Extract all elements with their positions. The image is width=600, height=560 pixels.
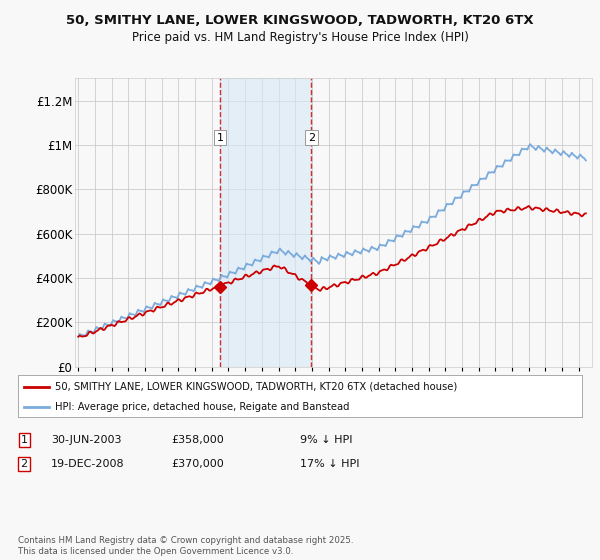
Text: Contains HM Land Registry data © Crown copyright and database right 2025.
This d: Contains HM Land Registry data © Crown c… xyxy=(18,536,353,556)
Text: 2: 2 xyxy=(20,459,28,469)
Text: 2: 2 xyxy=(308,133,315,143)
Text: 50, SMITHY LANE, LOWER KINGSWOOD, TADWORTH, KT20 6TX: 50, SMITHY LANE, LOWER KINGSWOOD, TADWOR… xyxy=(66,14,534,27)
Bar xyxy=(220,78,311,367)
Text: 19-DEC-2008: 19-DEC-2008 xyxy=(51,459,125,469)
Text: £370,000: £370,000 xyxy=(171,459,224,469)
Text: 50, SMITHY LANE, LOWER KINGSWOOD, TADWORTH, KT20 6TX (detached house): 50, SMITHY LANE, LOWER KINGSWOOD, TADWOR… xyxy=(55,382,457,392)
Text: 9% ↓ HPI: 9% ↓ HPI xyxy=(300,435,353,445)
Text: HPI: Average price, detached house, Reigate and Banstead: HPI: Average price, detached house, Reig… xyxy=(55,402,349,412)
Text: Price paid vs. HM Land Registry's House Price Index (HPI): Price paid vs. HM Land Registry's House … xyxy=(131,31,469,44)
Text: £358,000: £358,000 xyxy=(171,435,224,445)
Text: 30-JUN-2003: 30-JUN-2003 xyxy=(51,435,121,445)
Text: 1: 1 xyxy=(217,133,223,143)
Text: 1: 1 xyxy=(20,435,28,445)
Text: 17% ↓ HPI: 17% ↓ HPI xyxy=(300,459,359,469)
